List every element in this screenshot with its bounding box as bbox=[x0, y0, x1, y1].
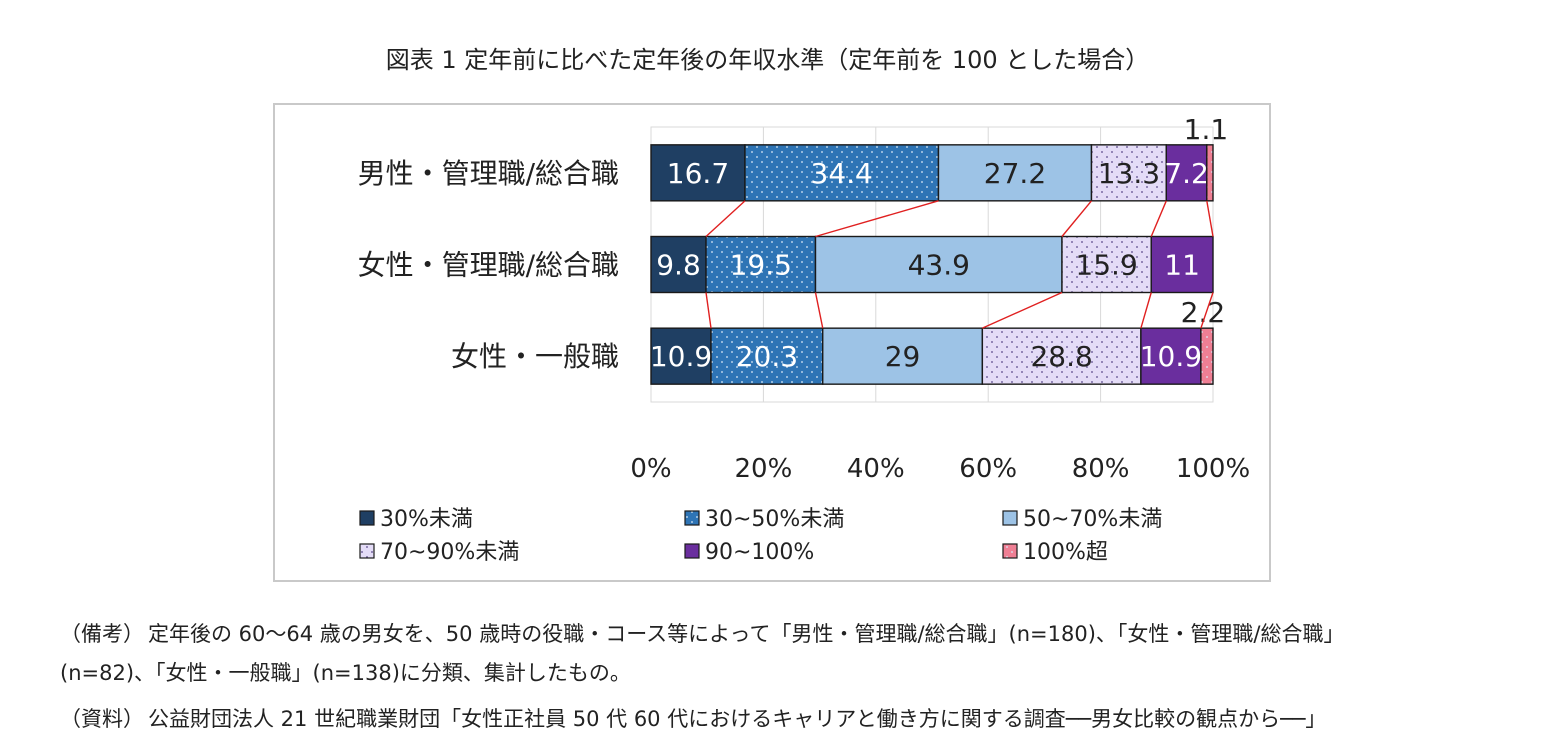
bar-segment bbox=[744, 144, 940, 202]
x-tick-label: 80% bbox=[1072, 454, 1130, 484]
bar-segment bbox=[650, 327, 712, 385]
x-tick-label: 40% bbox=[847, 454, 905, 484]
legend-swatch bbox=[1002, 543, 1018, 559]
bar-segment bbox=[1206, 144, 1214, 202]
bar-segment bbox=[1200, 327, 1214, 385]
bar-segment bbox=[1165, 144, 1208, 202]
series-line bbox=[814, 292, 824, 329]
source-text: 公益財団法人 21 世紀職業財団「女性正社員 50 代 60 代におけるキャリア… bbox=[148, 707, 1327, 731]
x-tick-label: 60% bbox=[959, 454, 1017, 484]
legend-label: 30~50%未満 bbox=[705, 507, 844, 532]
bar-segment bbox=[1090, 144, 1168, 202]
remarks-line-2: (n=82)、「女性・一般職」(n=138)に分類、集計したもの。 bbox=[60, 661, 631, 685]
legend-swatch bbox=[684, 510, 700, 526]
legend-label: 50~70%未満 bbox=[1023, 507, 1162, 532]
legend-swatch bbox=[359, 510, 375, 526]
remarks-tag: （備考） bbox=[60, 622, 144, 646]
category-label: 男性・管理職/総合職 bbox=[358, 157, 619, 190]
legend-label: 100%超 bbox=[1023, 540, 1108, 565]
data-label: 20.3 bbox=[736, 340, 798, 373]
chart-panel: 16.7 34.4 27.2 13.3 7.2 1.1 9.8 19.5 43.9 15.9 11 1… bbox=[273, 103, 1271, 582]
source-tag: （資料） bbox=[60, 707, 144, 731]
series-line bbox=[705, 200, 746, 238]
series-line bbox=[1150, 200, 1167, 237]
legend-label: 90~100% bbox=[705, 540, 814, 565]
bar-segment bbox=[710, 327, 824, 385]
bar-segment bbox=[1140, 327, 1202, 385]
data-label: 34.4 bbox=[811, 157, 873, 190]
series-line bbox=[1206, 200, 1214, 237]
legend-label: 70~90%未満 bbox=[380, 540, 519, 565]
bar-segment bbox=[822, 327, 984, 385]
data-label: 13.3 bbox=[1098, 157, 1160, 190]
data-label: 19.5 bbox=[730, 249, 792, 282]
data-label: 11 bbox=[1164, 249, 1200, 282]
bar-segment bbox=[937, 144, 1093, 202]
remarks-note-cont: (n=82)、「女性・一般職」(n=138)に分類、集計したもの。 bbox=[60, 657, 631, 687]
bar-segment bbox=[1150, 235, 1214, 294]
data-label: 28.8 bbox=[1030, 340, 1092, 373]
legend-swatch bbox=[684, 543, 700, 559]
data-label: 10.9 bbox=[1140, 340, 1202, 373]
stacked-bar-chart: 16.7 34.4 27.2 13.3 7.2 1.1 9.8 19.5 43.9 15.9 11 1… bbox=[358, 113, 1251, 565]
category-label: 女性・管理職/総合職 bbox=[358, 249, 619, 282]
data-label: 16.7 bbox=[667, 157, 729, 190]
series-line bbox=[815, 200, 939, 238]
data-label: 10.9 bbox=[650, 340, 712, 373]
data-label: 29 bbox=[885, 340, 921, 373]
data-label: 7.2 bbox=[1164, 157, 1209, 190]
bar-segment bbox=[814, 235, 1063, 294]
legend-swatch bbox=[359, 543, 375, 559]
series-line bbox=[1200, 292, 1214, 329]
data-label: 43.9 bbox=[908, 249, 970, 282]
x-tick-label: 0% bbox=[630, 454, 671, 484]
legend-label: 30%未満 bbox=[380, 507, 473, 532]
legend-swatch bbox=[1002, 510, 1018, 526]
figure-title: 図表 1 定年前に比べた定年後の年収水準（定年前を 100 とした場合） bbox=[385, 46, 1150, 74]
x-tick-label: 20% bbox=[735, 454, 793, 484]
data-label: 15.9 bbox=[1075, 249, 1137, 282]
bar-segment bbox=[705, 235, 817, 294]
series-line bbox=[982, 291, 1063, 329]
data-label: 27.2 bbox=[984, 157, 1046, 190]
series-line bbox=[1140, 292, 1152, 329]
x-tick-label: 100% bbox=[1176, 454, 1250, 484]
series-line bbox=[1061, 200, 1093, 237]
remarks-note: （備考） 定年後の 60～64 歳の男女を、50 歳時の役職・コース等によって「男… bbox=[60, 618, 1344, 648]
category-label: 女性・一般職 bbox=[451, 340, 619, 373]
bar-segment bbox=[981, 327, 1142, 385]
bar-segment bbox=[1061, 235, 1152, 294]
series-line bbox=[705, 292, 712, 329]
bar-segment bbox=[650, 144, 746, 202]
data-label: 1.1 bbox=[1184, 113, 1229, 146]
source-note: （資料） 公益財団法人 21 世紀職業財団「女性正社員 50 代 60 代における… bbox=[60, 703, 1326, 733]
data-label: 9.8 bbox=[656, 249, 701, 282]
remarks-line-1: 定年後の 60～64 歳の男女を、50 歳時の役職・コース等によって「男性・管理… bbox=[148, 622, 1345, 646]
